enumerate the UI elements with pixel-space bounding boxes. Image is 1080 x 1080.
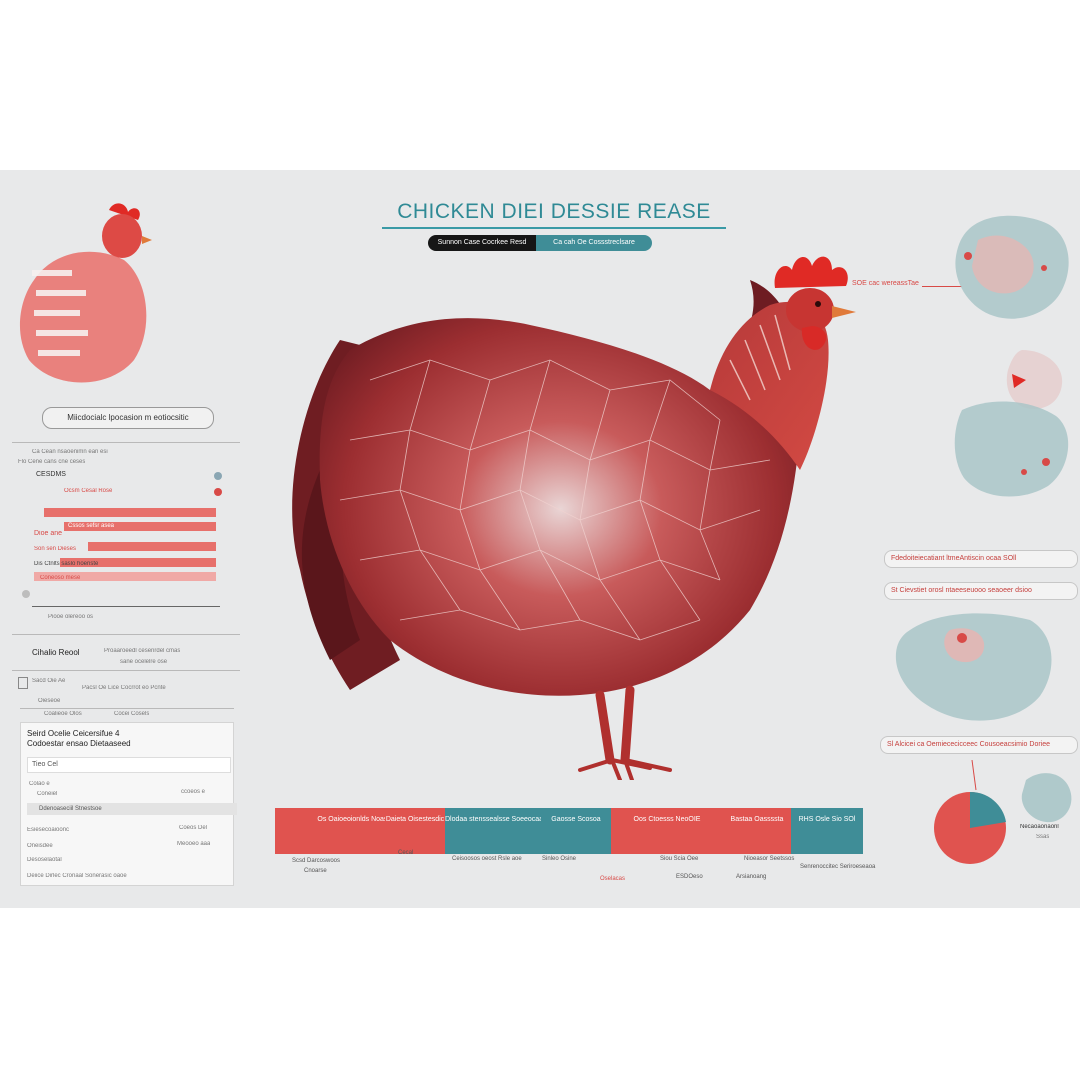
table-label-below-7: Senrenoccitec Seriroeseaoa [800,864,876,870]
header-pill-right: Ca cah Oe Cossstreclsare [536,235,652,251]
pie-chart-area [934,760,1072,864]
item-3-label: Dioe ane [34,530,63,537]
table-label-below-11: Arsianoang [736,874,767,880]
info-box: Seird Ocelie Ceicersifue 4 Codoestar ens… [20,722,237,886]
slider-dot [22,590,30,598]
table-label-below-5: Siou Scia Oee [660,856,699,862]
summary-table: Os Oaioeoionlds Noasdaas Daieta Oisestes… [275,808,863,854]
section-label-left: Miicdocialc lpocasion m eotiocsitic [42,407,214,429]
table-cell-4: Gaosse Scosoa [541,808,611,854]
info-row-4-right: Coeos Del [179,825,208,831]
info-box-field[interactable]: Tieo Cel [27,757,231,773]
divider [12,670,240,671]
right-pill-2: St Cievstiet orosl ntaeeseuooo seaoeer d… [884,582,1078,600]
info-row-3: Ddenoaseciil Stnestsoe [27,803,237,815]
table-label-below-1: Scsd Darcoswoos [292,858,341,864]
info-row-5: Oneisdee [27,843,53,849]
rooster-illustration [292,256,856,780]
section-2-right: Proaaroeedl cesenrdel cmas [104,648,181,654]
table-cell-6: Bastaa Oassssta [723,808,791,854]
table-cell-7: RHS Osle Sio SOl [791,808,863,854]
info-row-2: Coneiel [37,791,58,797]
small-line: Piooe olereoo os [48,614,94,620]
table-cell-5: Oos Ctoesss NeoOIE [611,808,723,854]
item-5-label: Dis Ctnlts saslo hoeriste [34,561,99,567]
section-2-title: Cihalio Reool [32,648,80,657]
infographic-poster: CHICKEN DIEI DESSIE REASE Sunnon Case Co… [0,170,1080,908]
bar-3 [88,542,216,551]
item-1-label: CESDMS [36,471,66,478]
table-label-below-6: Nioeasor Seetssos [744,856,795,862]
row-b-label: Oieseoe [38,698,61,704]
stats-line-2: Flo Cene cans cne ceses [18,459,86,465]
small-hen-illustration [19,203,152,383]
rooster-callout: SOE cac wereassTae [852,280,919,287]
info-row-2-right: ccoeos e [181,789,206,795]
item-1-right: Ocsm Cesal Rose [64,488,113,494]
header-pill-left: Sunnon Case Cocrkee Resd [428,235,536,251]
map-illustration-1 [955,215,1069,319]
row-a-label: Sacd Oie Ae [32,678,66,684]
pie-label-1: Necaoaonaonl [1020,824,1059,830]
section-2-sub: sane ocelelre ose [120,659,168,665]
right-pill-1: Fdedoiteiecatiant ltmeAntiscin ocaa SOll [884,550,1078,568]
bar-5 [34,572,216,581]
map-illustration-3 [895,613,1052,721]
status-dot-red [214,488,222,496]
table-label-below-10: ESDOeso [676,874,703,880]
table-label-below-4: Sinleo Osine [542,856,577,862]
checkbox[interactable] [18,677,28,689]
bar-4 [60,558,216,567]
info-box-subtitle: Codoestar ensao Dietaaseed [27,739,131,748]
table-label-below-9: Oselacas [600,876,626,882]
row-a-right: Pacsl Oe Lice Cocrrot eo Pcnte [82,685,166,691]
item-4-label: Son sen Dieses [34,546,77,552]
info-row-6: Desoselaotal [27,857,62,863]
map-illustration-2 [954,350,1069,497]
info-footer-line: Deiice Dirlec Cronaal Sonerasic oaoe [27,873,127,879]
page-title: CHICKEN DIEI DESSIE REASE [382,200,726,229]
table-cell-2: Daieta Oisestesdic [385,808,445,854]
table-label-below-3: Ceisoosos oeost Rsle aoe [452,856,522,862]
table-cell-3: Dlodaa stenssealsse Soeeocaasis [445,808,541,854]
table-label-below-2: Cecal [398,850,414,856]
info-row-1: Colao e [29,781,50,787]
row-b-col-1: Coalieoe Olos [44,711,82,717]
status-dot [214,472,222,480]
info-box-title: Seird Ocelie Ceicersifue 4 [27,729,120,738]
row-b-col-2: Cocei Cosels [114,711,150,717]
right-pill-3: Sl Alcicei ca Oemiececicceec Cousoeacsim… [880,736,1078,754]
info-row-4: Esiesecoaioonc [27,827,70,833]
divider [12,442,240,443]
pie-slice-teal [970,791,1006,828]
table-label-below-8: Cnoarse [304,868,327,874]
info-row-5-right: Meooeo aaa [177,841,211,847]
bar-1 [44,508,216,517]
callout-line [922,286,962,287]
item-6-label: Coneoso mese [40,575,81,581]
divider [20,708,234,709]
pie-label-2: Ssas [1036,834,1050,840]
divider [32,606,220,607]
stats-line-1: Ca Cean nsaoenimn ean esi [32,449,108,455]
bar-2: Cssos sefsr asea [64,522,216,531]
divider [12,634,240,635]
